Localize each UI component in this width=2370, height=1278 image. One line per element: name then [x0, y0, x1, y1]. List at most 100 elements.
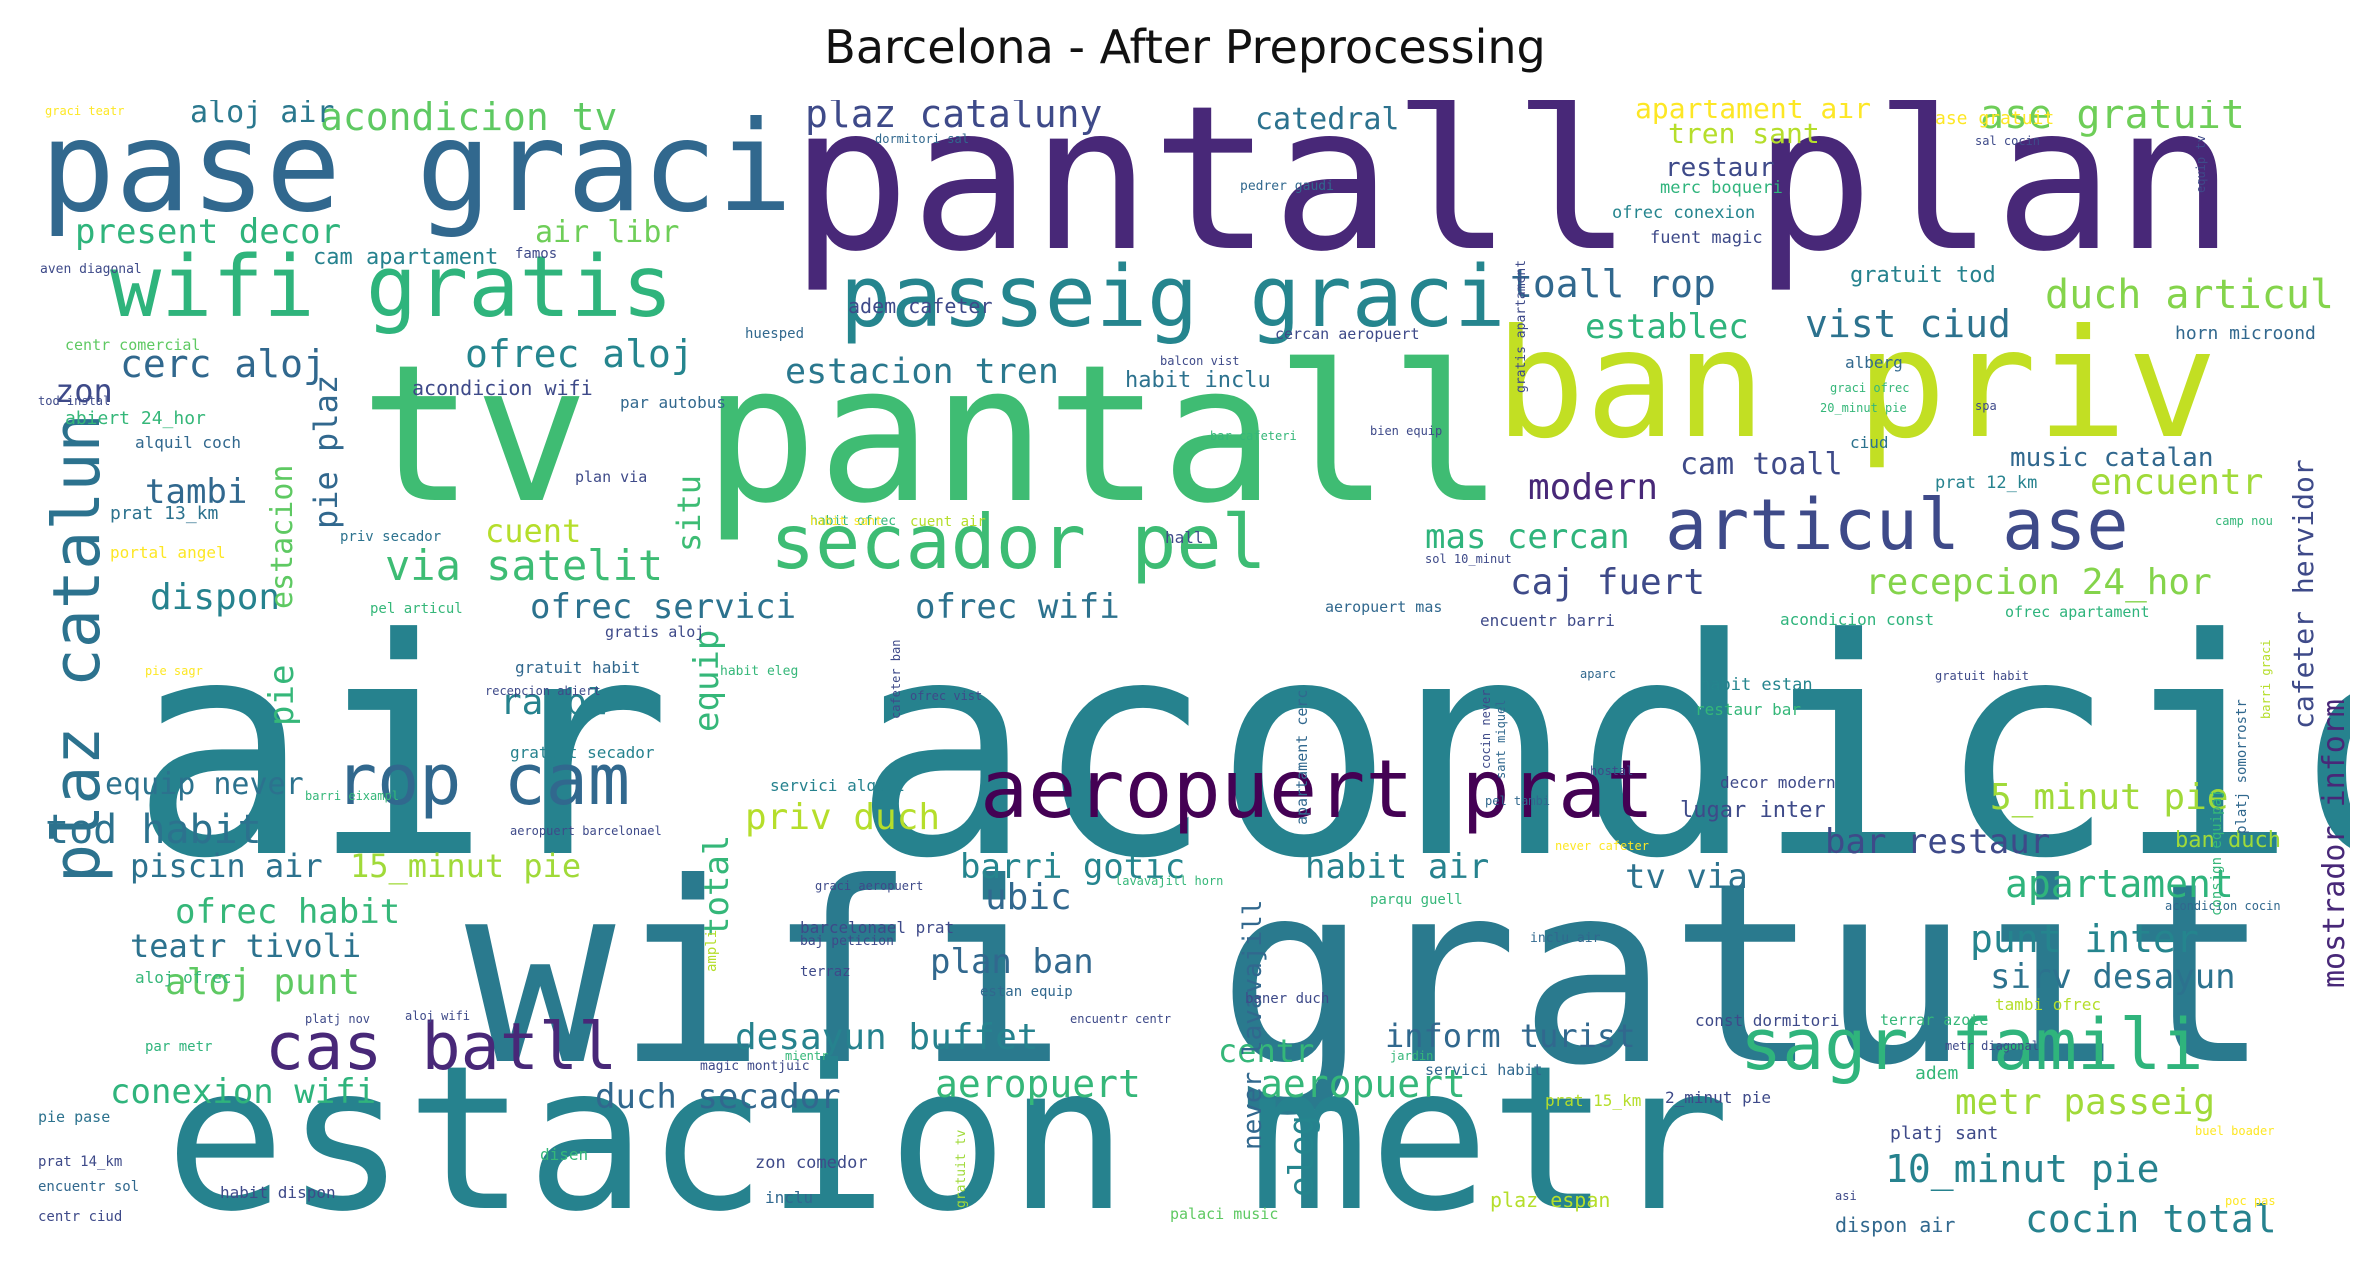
- cloud-word: punt inter: [1970, 917, 2199, 961]
- cloud-word: ubic: [985, 877, 1072, 918]
- cloud-word: hostal: [1590, 764, 1634, 778]
- cloud-word: graci aeropuert: [815, 879, 924, 893]
- cloud-word: ase gratuit: [1935, 108, 2055, 129]
- cloud-word: inform turist: [1385, 1017, 1636, 1055]
- cloud-word: servici habit: [1425, 1061, 1543, 1079]
- cloud-word: establec: [1585, 307, 1749, 347]
- cloud-word: poc pas: [2225, 1194, 2276, 1208]
- figure-title: Barcelona - After Preprocessing: [824, 20, 1546, 74]
- cloud-word: asi: [1835, 1189, 1857, 1203]
- cloud-word: terraz: [800, 964, 851, 980]
- cloud-word: mientr: [785, 1049, 829, 1063]
- cloud-word: air libr: [535, 215, 680, 250]
- cloud-word: tv via: [1625, 857, 1748, 897]
- cloud-word: recepcion 24_hor: [1865, 562, 2212, 603]
- cloud-word: palaci music: [1170, 1205, 1279, 1223]
- cloud-word: aloj punt: [165, 962, 361, 1003]
- cloud-word: aloj air: [190, 100, 335, 130]
- cloud-word: barri eixampl: [305, 789, 399, 803]
- cloud-word: prat 15_km: [1545, 1091, 1642, 1110]
- cloud-word: present decor: [75, 212, 342, 252]
- cloud-word: conexion wifi: [110, 1072, 377, 1112]
- cloud-word: gratuit tod: [1850, 263, 1996, 288]
- cloud-word: pase graci: [40, 100, 793, 240]
- cloud-word: metr diagonal: [1945, 1039, 2039, 1053]
- cloud-word: music catalan: [2010, 443, 2214, 473]
- cloud-word: mostrador inform: [2317, 699, 2350, 988]
- cloud-word: cafeter hervidor: [2287, 459, 2320, 729]
- cloud-word: habit ofrec: [810, 514, 897, 529]
- cloud-word: habit sant: [810, 514, 883, 528]
- cloud-word: never cafeter: [1555, 839, 1649, 853]
- cloud-word: gratis apartament: [1514, 259, 1529, 393]
- cloud-word: ban priv: [1495, 298, 2218, 472]
- cloud-word: adem cafeter: [848, 294, 993, 318]
- cloud-word: sant miquel: [1494, 699, 1508, 780]
- cloud-word: bar cafeteri: [1210, 429, 1297, 443]
- cloud-word: const dormitori: [1695, 1011, 1840, 1030]
- cloud-word: fuent magic: [1650, 228, 1763, 248]
- cloud-word: rambl: [500, 682, 609, 723]
- cloud-word: magic montjuic: [700, 1059, 810, 1074]
- cloud-word: par autobus: [620, 393, 726, 412]
- cloud-word: gratuit secador: [510, 743, 655, 762]
- cloud-word: pie sagr: [145, 664, 203, 678]
- cloud-word: ofrec conexion: [1612, 203, 1756, 223]
- cloud-word: ofrec wifi: [915, 587, 1120, 627]
- cloud-word: equip tv: [2194, 134, 2208, 193]
- cloud-word: disen: [540, 1145, 589, 1164]
- cloud-word: cerc aloj: [120, 342, 326, 386]
- cloud-word: merc boqueri: [1660, 178, 1783, 198]
- cloud-word: equip: [687, 629, 727, 732]
- cloud-word: aloj wifi: [405, 1009, 471, 1023]
- cloud-word: sagr famili: [1740, 1004, 2204, 1086]
- cloud-word: cuent air: [910, 514, 986, 530]
- cloud-word: aeropuert: [1260, 1062, 1466, 1106]
- cloud-word: parqu guell: [1370, 892, 1463, 908]
- cloud-word: 20_minut pie: [1820, 401, 1907, 415]
- cloud-word: cocin total: [2025, 1197, 2277, 1241]
- cloud-word: pedrer gaudi: [1240, 179, 1334, 194]
- cloud-word: camp nou: [2215, 514, 2273, 528]
- cloud-word: zon comedor: [755, 1153, 868, 1173]
- cloud-word: sal cocin: [1975, 134, 2041, 148]
- cloud-word: bien equip: [1370, 424, 1443, 438]
- cloud-word: restaur: [1665, 153, 1775, 183]
- cloud-word: tod instal: [38, 394, 111, 408]
- cloud-word: prat 13_km: [110, 503, 219, 524]
- cloud-word: eleg: [1282, 1114, 1322, 1197]
- cloud-word: decor modern: [1720, 773, 1836, 792]
- cloud-word: desayun buffet: [735, 1017, 1039, 1058]
- cloud-word: ban duch: [2175, 828, 2281, 853]
- cloud-word: cam apartament: [313, 245, 499, 270]
- cloud-word: aven diagonal: [40, 262, 142, 277]
- cloud-word: encuentr barri: [1480, 611, 1615, 630]
- cloud-word: habit eleg: [720, 664, 799, 679]
- cloud-word: portal angel: [110, 543, 226, 562]
- cloud-word: estacion tren: [785, 352, 1059, 392]
- cloud-word: never lavavajill: [1238, 899, 1268, 1150]
- cloud-word: cercan aeropuert: [1275, 325, 1420, 343]
- cloud-word: priv duch: [745, 797, 941, 838]
- cloud-word: apartament: [2005, 862, 2234, 906]
- cloud-word: habit dispon: [220, 1183, 336, 1202]
- cloud-word: lugar inter: [1680, 798, 1826, 823]
- cloud-word: cuent: [485, 512, 582, 550]
- cloud-word: baj peticion: [800, 934, 894, 949]
- cloud-word: acondicion tv: [320, 100, 618, 139]
- cloud-word: ofrec apartament: [2005, 603, 2150, 621]
- cloud-word: jardin: [1390, 1049, 1434, 1063]
- cloud-word: plaz espan: [1490, 1188, 1611, 1212]
- cloud-word: aeropuert mas: [1325, 598, 1443, 616]
- cloud-word: prat 12_km: [1935, 473, 2038, 493]
- cloud-word: gratuit habit: [1935, 669, 2029, 683]
- cloud-word: priv secador: [340, 529, 442, 545]
- cloud-word: apartament air: [1635, 100, 1872, 125]
- cloud-word: pie: [262, 664, 302, 727]
- cloud-word: platj nov: [305, 1012, 371, 1026]
- cloud-word: pantall plan: [790, 100, 2235, 296]
- cloud-word: platj sant: [1890, 1123, 1999, 1144]
- cloud-word: centr ciud: [38, 1209, 123, 1225]
- cloud-word: adem: [1915, 1063, 1959, 1084]
